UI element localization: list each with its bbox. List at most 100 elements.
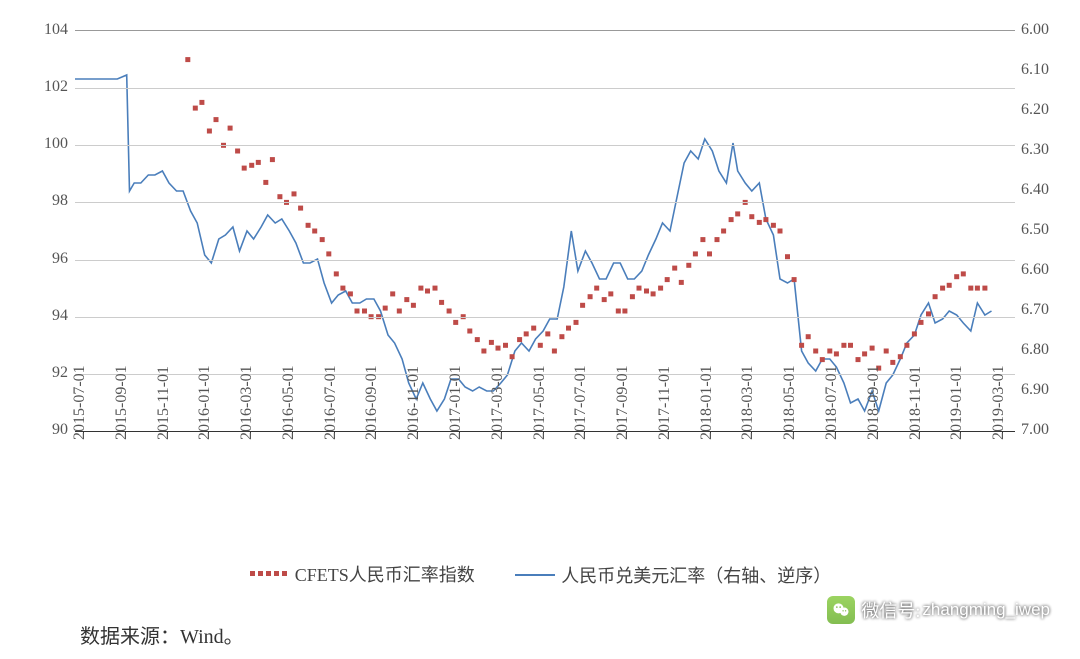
gridline <box>75 317 1015 318</box>
cfets-marker <box>235 149 240 154</box>
gridline <box>75 202 1015 203</box>
cfets-marker <box>566 326 571 331</box>
x-tick-label: 2016-11-01 <box>405 366 423 440</box>
x-tick-label: 2017-03-01 <box>489 365 507 440</box>
x-tick-label: 2018-11-01 <box>907 366 925 440</box>
cfets-marker <box>904 343 909 348</box>
cfets-marker <box>651 291 656 296</box>
cfets-marker <box>312 229 317 234</box>
cfets-marker <box>298 206 303 211</box>
y-left-tick-label: 102 <box>20 78 68 96</box>
y-right-tick-label: 6.80 <box>1021 341 1069 359</box>
x-tick-label: 2017-05-01 <box>531 365 549 440</box>
legend-label-usdcny: 人民币兑美元汇率（右轴、逆序） <box>561 562 831 588</box>
y-left-tick-label: 90 <box>20 421 68 439</box>
cfets-marker <box>707 251 712 256</box>
x-tick-label: 2018-03-01 <box>739 365 757 440</box>
cfets-marker <box>735 211 740 216</box>
cfets-marker <box>489 340 494 345</box>
chart-container: CFETS人民币汇率指数 人民币兑美元汇率（右轴、逆序） 90929496981… <box>20 20 1060 600</box>
x-tick-label: 2015-07-01 <box>71 365 89 440</box>
cfets-marker <box>947 283 952 288</box>
cfets-marker <box>340 286 345 291</box>
cfets-marker <box>214 117 219 122</box>
legend-item-usdcny: 人民币兑美元汇率（右轴、逆序） <box>515 562 831 588</box>
cfets-marker <box>453 320 458 325</box>
cfets-marker <box>588 294 593 299</box>
cfets-marker <box>630 294 635 299</box>
cfets-marker <box>926 311 931 316</box>
cfets-marker <box>616 309 621 314</box>
x-tick-label: 2017-09-01 <box>614 365 632 440</box>
gridline <box>75 88 1015 89</box>
x-tick-label: 2017-01-01 <box>447 365 465 440</box>
cfets-marker <box>700 237 705 242</box>
cfets-marker <box>954 274 959 279</box>
cfets-marker <box>940 286 945 291</box>
cfets-marker <box>292 191 297 196</box>
cfets-marker <box>362 309 367 314</box>
cfets-marker <box>884 349 889 354</box>
x-tick-label: 2018-05-01 <box>781 365 799 440</box>
cfets-marker <box>729 217 734 222</box>
gridline <box>75 260 1015 261</box>
cfets-marker <box>447 309 452 314</box>
watermark-id: zhangming_iwep <box>922 600 1050 620</box>
cfets-marker <box>771 223 776 228</box>
y-right-tick-label: 6.60 <box>1021 261 1069 279</box>
cfets-marker <box>256 160 261 165</box>
cfets-marker <box>552 349 557 354</box>
cfets-marker <box>404 297 409 302</box>
y-left-tick-label: 92 <box>20 364 68 382</box>
cfets-marker <box>418 286 423 291</box>
y-left-tick-label: 100 <box>20 135 68 153</box>
cfets-marker <box>856 357 861 362</box>
y-right-tick-label: 6.70 <box>1021 301 1069 319</box>
cfets-marker <box>185 57 190 62</box>
cfets-marker <box>496 346 501 351</box>
cfets-marker <box>503 343 508 348</box>
cfets-marker <box>721 229 726 234</box>
cfets-marker <box>919 320 924 325</box>
watermark-prefix: 微信号: <box>861 597 920 623</box>
legend-label-cfets: CFETS人民币汇率指数 <box>295 561 475 587</box>
cfets-marker <box>608 291 613 296</box>
cfets-marker <box>475 337 480 342</box>
cfets-marker <box>270 157 275 162</box>
legend-item-cfets: CFETS人民币汇率指数 <box>249 561 475 587</box>
cfets-marker <box>580 303 585 308</box>
cfets-marker <box>763 217 768 222</box>
usdcny-line <box>75 75 992 411</box>
cfets-marker <box>355 309 360 314</box>
cfets-marker <box>862 351 867 356</box>
x-tick-label: 2019-01-01 <box>948 365 966 440</box>
cfets-marker <box>320 237 325 242</box>
cfets-marker <box>912 331 917 336</box>
y-right-tick-label: 6.90 <box>1021 381 1069 399</box>
cfets-marker <box>672 266 677 271</box>
cfets-marker <box>622 309 627 314</box>
cfets-marker <box>411 303 416 308</box>
x-tick-label: 2016-09-01 <box>363 365 381 440</box>
cfets-marker <box>193 106 198 111</box>
cfets-marker <box>510 354 515 359</box>
cfets-marker <box>306 223 311 228</box>
x-tick-label: 2017-07-01 <box>572 365 590 440</box>
x-tick-label: 2018-07-01 <box>823 365 841 440</box>
cfets-marker <box>439 300 444 305</box>
y-left-tick-label: 94 <box>20 307 68 325</box>
cfets-marker <box>326 251 331 256</box>
legend-swatch-usdcny <box>515 574 555 576</box>
cfets-marker <box>841 343 846 348</box>
x-tick-label: 2018-01-01 <box>698 365 716 440</box>
cfets-marker <box>538 343 543 348</box>
y-right-tick-label: 6.20 <box>1021 101 1069 119</box>
cfets-marker <box>658 286 663 291</box>
cfets-marker <box>898 354 903 359</box>
cfets-marker <box>827 349 832 354</box>
cfets-marker <box>574 320 579 325</box>
cfets-marker <box>890 360 895 365</box>
legend-swatch-cfets <box>249 568 289 580</box>
cfets-marker <box>242 166 247 171</box>
cfets-marker <box>481 349 486 354</box>
